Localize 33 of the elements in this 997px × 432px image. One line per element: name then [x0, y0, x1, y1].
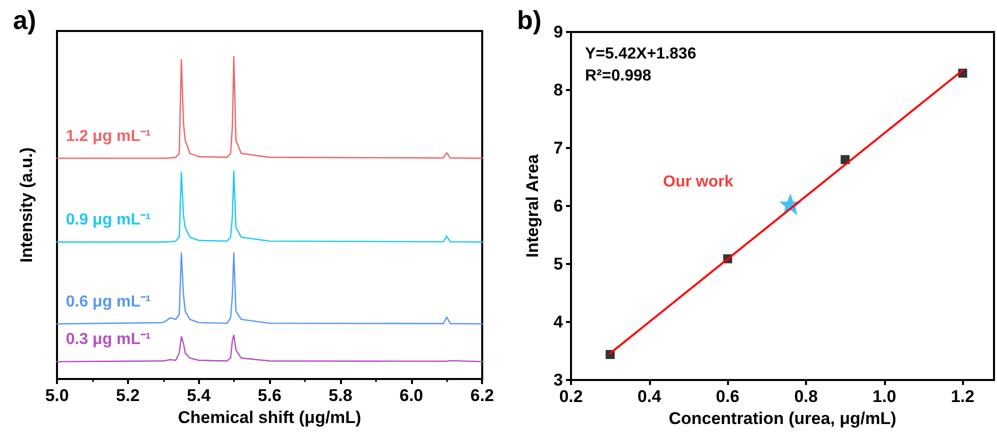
x-tick-label: 5.4 [186, 386, 212, 405]
y-axis-title: Integral Area [523, 154, 542, 258]
x-tick-label: 6.0 [400, 386, 424, 405]
series-label: 0.3 μg mL⁻¹ [66, 331, 151, 348]
y-tick-label: 9 [554, 22, 563, 42]
annotation: Our work [663, 174, 734, 190]
y-tick-label: 8 [554, 80, 563, 100]
series-label: 0.9 μg mL⁻¹ [66, 212, 151, 229]
annotation: R²=0.998 [585, 68, 652, 84]
x-axis-title: Chemical shift (μg/mL) [178, 408, 362, 427]
annotation: Y=5.42X+1.836 [585, 46, 696, 62]
y-tick-label: 4 [554, 312, 564, 332]
x-tick-label: 5.6 [258, 386, 282, 405]
x-axis-title: Concentration (urea, μg/mL) [668, 409, 896, 428]
chart-title: b) [517, 5, 542, 35]
x-tick-label: 0.6 [716, 387, 740, 406]
y-tick-label: 3 [554, 370, 563, 390]
chart-title: a) [13, 5, 36, 35]
y-tick-label: 5 [554, 254, 563, 274]
x-tick-label: 0.8 [794, 387, 818, 406]
x-tick-label: 1.0 [872, 387, 896, 406]
x-tick-label: 0.4 [638, 387, 662, 406]
series-label: 0.6 μg mL⁻¹ [66, 293, 151, 310]
y-tick-label: 7 [554, 138, 563, 158]
y-tick-label: 6 [554, 196, 563, 216]
y-axis-title: Intensity (a.u.) [17, 147, 36, 263]
x-tick-label: 1.2 [950, 387, 974, 406]
x-tick-label: 5.0 [45, 386, 69, 405]
series-label: 1.2 μg mL⁻¹ [66, 128, 151, 145]
x-tick-label: 5.2 [116, 386, 140, 405]
x-tick-label: 5.8 [328, 386, 352, 405]
x-tick-label: 0.2 [559, 387, 583, 406]
x-tick-label: 6.2 [470, 386, 494, 405]
